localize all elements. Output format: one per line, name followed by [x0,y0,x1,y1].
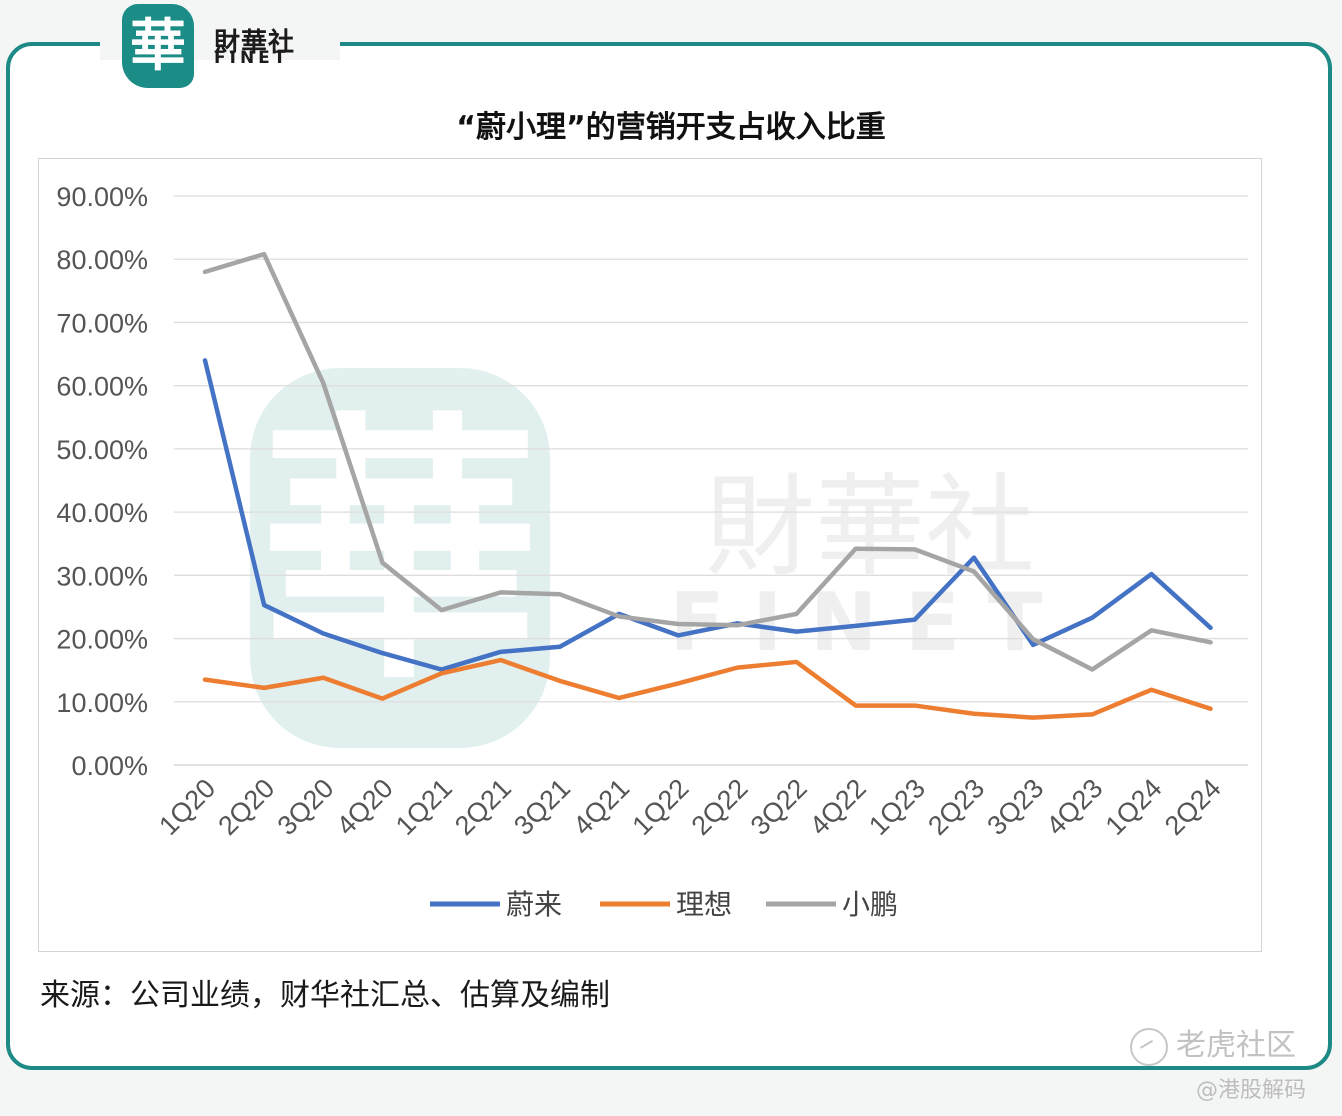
y-axis-tick-labels: 0.00% 10.00% 20.00% 30.00% 40.00% 50.00% 60.00… [56,182,148,781]
y-tick-label: 0.00% [71,751,148,781]
x-tick-label: 1Q24 [1100,773,1168,841]
y-tick-label: 40.00% [56,498,148,528]
tiger-community-icon [1130,1027,1168,1066]
x-tick-label: 2Q22 [686,773,754,841]
plot-area-border [38,158,1262,952]
legend: 蔚来 理想 小鹏 [430,888,898,921]
source-note: 来源：公司业绩，财华社汇总、估算及编制 [40,978,610,1013]
y-tick-label: 80.00% [56,245,148,275]
x-tick-label: 1Q20 [153,773,221,841]
x-tick-label: 3Q23 [981,773,1049,841]
y-tick-label: 70.00% [56,308,148,338]
legend-label: 理想 [676,888,732,921]
series-line [202,251,1213,672]
finet-seal-logo: 華 [122,4,194,88]
x-tick-label: 4Q20 [331,773,399,841]
x-axis-tick-labels: 1Q202Q203Q204Q201Q212Q213Q214Q211Q222Q22… [153,773,1226,841]
chart-title: “蔚小理”的营销开支占收入比重 [456,110,886,145]
y-tick-label: 60.00% [56,372,148,402]
series-lines [202,251,1213,720]
series-line [202,358,1213,672]
watermark-seal-char: 華 [260,388,540,717]
x-tick-label: 2Q24 [1159,773,1227,841]
x-tick-label: 1Q21 [390,773,458,841]
y-tick-label: 20.00% [56,625,148,655]
x-tick-label: 3Q20 [272,773,340,841]
platform-watermark: 老虎社区 [1130,1020,1296,1066]
y-tick-label: 90.00% [56,182,148,212]
series-line [202,657,1213,720]
x-tick-label: 2Q23 [922,773,990,841]
watermark-seal [250,368,550,748]
x-tick-label: 2Q20 [212,773,280,841]
brand-name-en: FINET [214,48,290,68]
x-tick-label: 4Q21 [567,773,635,841]
finet-watermark: 華 財華社 FINET [250,368,1042,748]
x-tick-label: 2Q21 [449,773,517,841]
platform-name: 老虎社区 [1176,1028,1296,1063]
x-tick-label: 4Q22 [804,773,872,841]
x-tick-label: 3Q21 [508,773,576,841]
y-tick-label: 10.00% [56,688,148,718]
gridlines [174,195,1248,766]
author-handle: @港股解码 [1196,1078,1307,1103]
x-tick-label: 1Q23 [863,773,931,841]
x-tick-label: 3Q22 [745,773,813,841]
legend-label: 小鹏 [842,888,898,921]
x-tick-label: 1Q22 [627,773,695,841]
y-tick-label: 50.00% [56,435,148,465]
legend-label: 蔚来 [506,888,562,921]
y-tick-label: 30.00% [56,561,148,591]
brand-name-cn: 財華社 [214,28,296,58]
x-tick-label: 4Q23 [1041,773,1109,841]
